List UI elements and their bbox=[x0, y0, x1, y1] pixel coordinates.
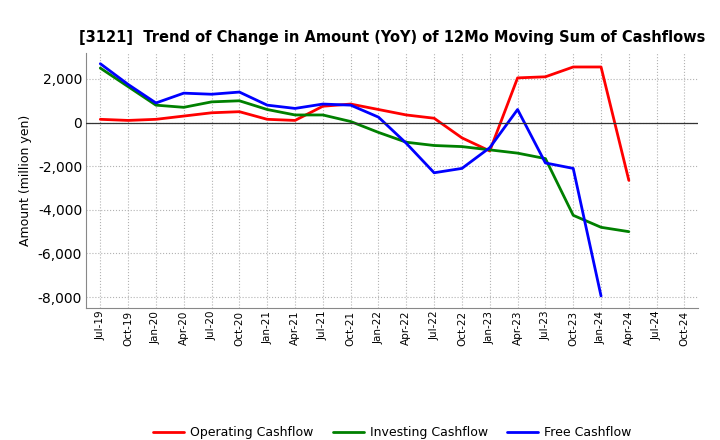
Operating Cashflow bbox=[402, 112, 410, 117]
Operating Cashflow bbox=[124, 118, 132, 123]
Free Cashflow bbox=[96, 61, 104, 66]
Free Cashflow bbox=[430, 170, 438, 176]
Line: Investing Cashflow: Investing Cashflow bbox=[100, 68, 629, 231]
Free Cashflow bbox=[235, 89, 243, 95]
Free Cashflow bbox=[291, 106, 300, 111]
Investing Cashflow bbox=[597, 225, 606, 230]
Investing Cashflow bbox=[263, 107, 271, 112]
Operating Cashflow bbox=[374, 107, 383, 112]
Free Cashflow bbox=[152, 100, 161, 106]
Investing Cashflow bbox=[402, 139, 410, 145]
Operating Cashflow bbox=[263, 117, 271, 122]
Operating Cashflow bbox=[569, 64, 577, 70]
Investing Cashflow bbox=[513, 150, 522, 156]
Operating Cashflow bbox=[235, 109, 243, 114]
Operating Cashflow bbox=[430, 116, 438, 121]
Investing Cashflow bbox=[458, 144, 467, 149]
Operating Cashflow bbox=[346, 101, 355, 106]
Operating Cashflow bbox=[179, 114, 188, 119]
Investing Cashflow bbox=[430, 143, 438, 148]
Operating Cashflow bbox=[318, 103, 327, 109]
Operating Cashflow bbox=[485, 148, 494, 154]
Investing Cashflow bbox=[96, 66, 104, 71]
Legend: Operating Cashflow, Investing Cashflow, Free Cashflow: Operating Cashflow, Investing Cashflow, … bbox=[148, 422, 636, 440]
Line: Operating Cashflow: Operating Cashflow bbox=[100, 67, 629, 180]
Investing Cashflow bbox=[207, 99, 216, 105]
Operating Cashflow bbox=[597, 64, 606, 70]
Investing Cashflow bbox=[124, 84, 132, 89]
Free Cashflow bbox=[207, 92, 216, 97]
Investing Cashflow bbox=[152, 103, 161, 108]
Free Cashflow bbox=[513, 107, 522, 112]
Free Cashflow bbox=[402, 141, 410, 146]
Investing Cashflow bbox=[291, 112, 300, 117]
Operating Cashflow bbox=[152, 117, 161, 122]
Free Cashflow bbox=[179, 91, 188, 96]
Investing Cashflow bbox=[346, 119, 355, 124]
Free Cashflow bbox=[124, 82, 132, 87]
Investing Cashflow bbox=[485, 147, 494, 153]
Free Cashflow bbox=[263, 103, 271, 108]
Title: [3121]  Trend of Change in Amount (YoY) of 12Mo Moving Sum of Cashflows: [3121] Trend of Change in Amount (YoY) o… bbox=[79, 29, 706, 45]
Free Cashflow bbox=[346, 103, 355, 108]
Operating Cashflow bbox=[513, 75, 522, 81]
Investing Cashflow bbox=[624, 229, 633, 234]
Operating Cashflow bbox=[291, 118, 300, 123]
Free Cashflow bbox=[541, 160, 550, 165]
Y-axis label: Amount (million yen): Amount (million yen) bbox=[19, 115, 32, 246]
Operating Cashflow bbox=[541, 74, 550, 80]
Line: Free Cashflow: Free Cashflow bbox=[100, 64, 601, 296]
Operating Cashflow bbox=[207, 110, 216, 115]
Free Cashflow bbox=[318, 101, 327, 106]
Free Cashflow bbox=[374, 114, 383, 120]
Free Cashflow bbox=[485, 145, 494, 150]
Investing Cashflow bbox=[318, 112, 327, 117]
Operating Cashflow bbox=[458, 135, 467, 140]
Operating Cashflow bbox=[624, 178, 633, 183]
Investing Cashflow bbox=[569, 213, 577, 218]
Investing Cashflow bbox=[179, 105, 188, 110]
Free Cashflow bbox=[458, 166, 467, 171]
Free Cashflow bbox=[597, 293, 606, 299]
Investing Cashflow bbox=[235, 98, 243, 103]
Operating Cashflow bbox=[96, 117, 104, 122]
Free Cashflow bbox=[569, 166, 577, 171]
Investing Cashflow bbox=[541, 156, 550, 161]
Investing Cashflow bbox=[374, 130, 383, 135]
